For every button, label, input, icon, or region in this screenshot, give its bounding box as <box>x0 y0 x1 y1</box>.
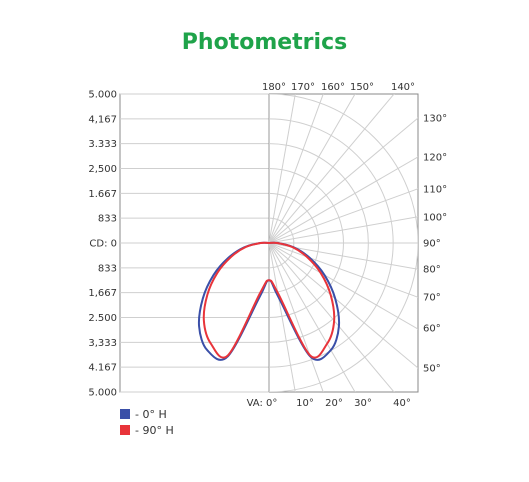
angle-label-right: 100° <box>423 213 447 224</box>
angle-label-right: 70° <box>423 293 441 304</box>
angle-label-bottom: 10° <box>296 398 314 409</box>
legend-label-0h: - 0° H <box>135 407 167 421</box>
angle-label-bottom: 30° <box>354 398 372 409</box>
angle-label-top: 160° <box>321 82 345 93</box>
radial-line <box>269 94 296 244</box>
angle-label-right: 50° <box>423 364 441 375</box>
angle-label-top: 150° <box>350 82 374 93</box>
radial-line <box>269 242 418 298</box>
angle-label-right: 120° <box>423 153 447 164</box>
cd-tick-label: 833 <box>98 263 117 274</box>
radial-line <box>269 242 418 330</box>
legend-item-90h: - 90° H <box>120 422 174 438</box>
radial-line <box>269 242 418 270</box>
series-line-1 <box>202 241 336 359</box>
radial-line <box>269 117 418 244</box>
cd-tick-label: 5.000 <box>88 90 117 101</box>
series-layer <box>197 241 341 361</box>
cd-tick-label: 833 <box>98 214 117 225</box>
angle-label-right: 60° <box>423 324 441 335</box>
angle-label-right: 90° <box>423 239 441 250</box>
angle-label-top: 140° <box>391 82 415 93</box>
cd-tick-label: 1,667 <box>88 288 117 299</box>
cd-center-label: CD: 0 <box>89 239 117 250</box>
legend-swatch-90h <box>120 425 130 435</box>
radial-line <box>269 188 418 244</box>
cd-tick-label: 1.667 <box>88 189 117 200</box>
cd-tick-label: 5.000 <box>88 388 117 399</box>
legend-swatch-0h <box>120 409 130 419</box>
radial-line <box>269 94 324 244</box>
tick-labels: 5.000 4,167 3.333 2,500 1.667 833 CD: 0 833 1,66… <box>88 82 447 409</box>
angle-label-top: 180° <box>262 82 286 93</box>
legend: - 0° H - 90° H <box>120 406 174 438</box>
chart-title: Photometrics <box>181 30 348 55</box>
radial-line <box>269 156 418 244</box>
angle-label-bottom: VA: 0° <box>247 398 278 409</box>
cd-tick-label: 4,167 <box>88 114 117 125</box>
legend-label-90h: - 90° H <box>135 423 174 437</box>
cd-tick-label: 2,500 <box>88 164 117 175</box>
cd-tick-label: 2.500 <box>88 313 117 324</box>
radial-line <box>269 242 395 392</box>
angle-label-top: 170° <box>291 82 315 93</box>
radial-line <box>269 242 324 392</box>
angle-label-right: 80° <box>423 265 441 276</box>
cd-tick-label: 3.333 <box>88 139 117 150</box>
radial-line <box>269 94 395 244</box>
radial-line <box>269 242 356 392</box>
angle-label-bottom: 20° <box>325 398 343 409</box>
polar-grid-right <box>269 94 418 392</box>
cd-tick-label: 3,333 <box>88 338 117 349</box>
angle-label-right: 130° <box>423 114 447 125</box>
radial-line <box>269 242 296 392</box>
polar-grid <box>119 93 419 393</box>
angle-label-right: 110° <box>423 185 447 196</box>
radial-line <box>269 242 418 369</box>
angle-label-bottom: 40° <box>393 398 411 409</box>
radial-line <box>269 216 418 244</box>
radial-line <box>269 94 356 244</box>
legend-item-0h: - 0° H <box>120 406 174 422</box>
cd-tick-label: 4.167 <box>88 363 117 374</box>
